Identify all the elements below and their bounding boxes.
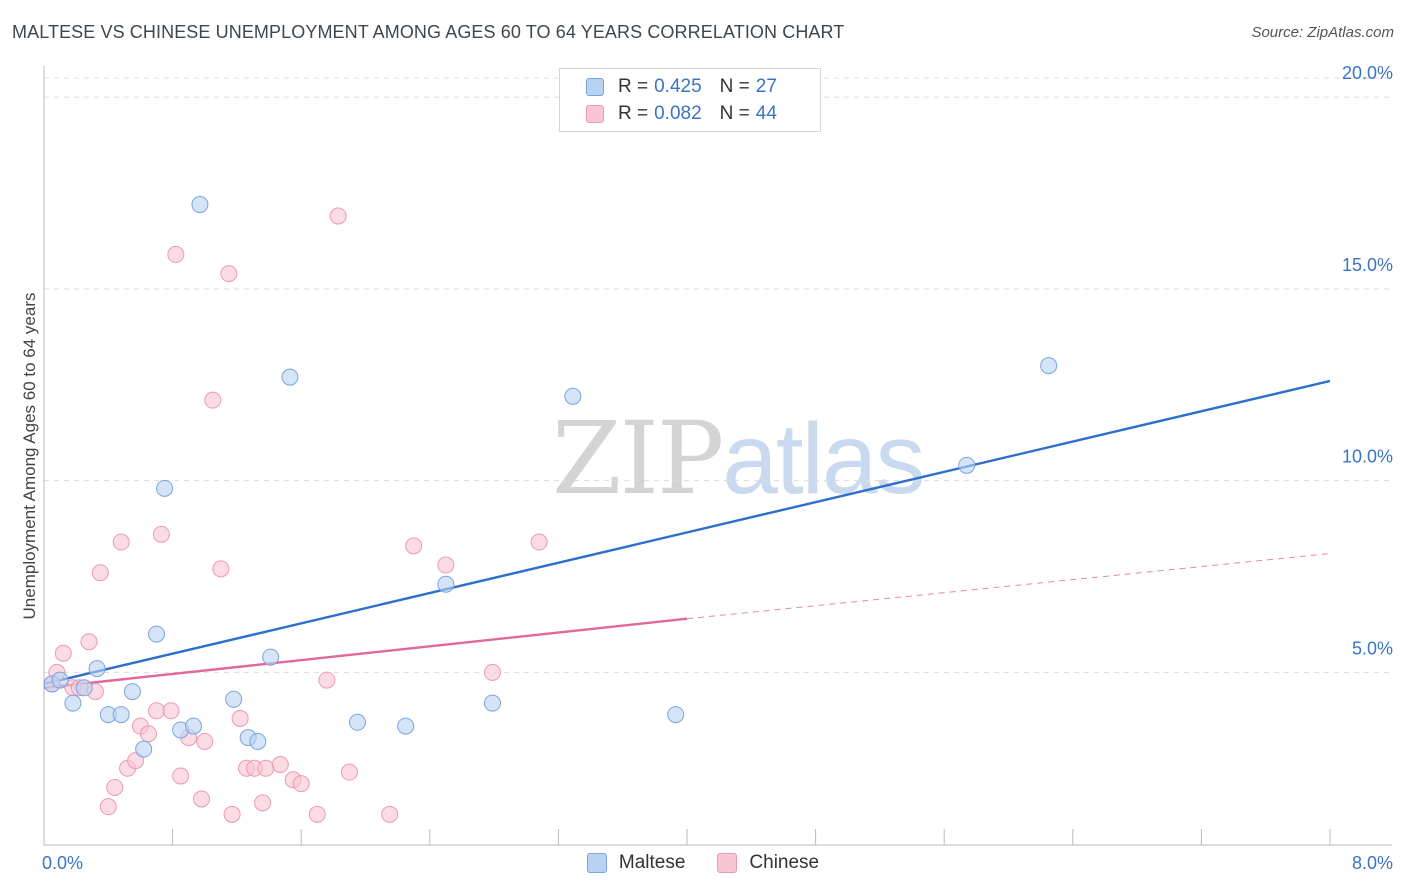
point-maltese-2: [64, 694, 82, 712]
point-chinese-37: [329, 207, 347, 225]
point-chinese-30: [254, 794, 272, 812]
legend-n-value-chinese: 44: [755, 103, 777, 124]
point-maltese-16: [249, 732, 267, 750]
y-tick-label-10: 10.0%: [1342, 447, 1393, 467]
trend-line-chinese: [43, 617, 688, 689]
point-maltese-10: [156, 479, 174, 497]
point-maltese-22: [483, 694, 501, 712]
point-chinese-31: [257, 759, 275, 777]
axes: [43, 66, 1392, 846]
point-chinese-8: [99, 798, 117, 816]
point-maltese-13: [191, 196, 209, 214]
point-maltese-6: [112, 706, 130, 724]
point-chinese-10: [112, 533, 130, 551]
point-maltese-23: [564, 387, 582, 405]
y-tick-label-20: 20.0%: [1342, 63, 1393, 83]
correlation-legend: R = 0.425 N = 27 R = 0.082 N = 44: [559, 68, 821, 132]
point-chinese-25: [220, 265, 238, 283]
legend-swatch-chinese: [586, 105, 604, 123]
point-chinese-9: [106, 778, 124, 796]
source-label: Source: ZipAtlas.com: [1251, 24, 1394, 41]
point-chinese-12: [127, 752, 145, 770]
data-points: [43, 196, 1058, 823]
point-maltese-18: [281, 368, 299, 386]
series-legend: Maltese Chinese: [0, 852, 1406, 874]
legend-row-maltese: R = 0.425 N = 27: [586, 74, 777, 100]
series-label-chinese: Chinese: [749, 852, 820, 873]
point-chinese-35: [308, 805, 326, 823]
point-chinese-24: [212, 560, 230, 578]
point-maltese-1: [51, 671, 69, 689]
legend-n-label-maltese: N =: [719, 76, 750, 97]
point-maltese-17: [262, 648, 280, 666]
trend-line-chinese-extrapolated: [686, 553, 1331, 620]
trend-line-maltese: [43, 379, 1331, 686]
point-maltese-3: [75, 679, 93, 697]
point-chinese-40: [405, 537, 423, 555]
point-chinese-34: [292, 775, 310, 793]
legend-r-label-chinese: R =: [618, 103, 649, 124]
legend-n-value-maltese: 27: [755, 76, 777, 97]
point-chinese-5: [80, 633, 98, 651]
series-legend-chinese[interactable]: Chinese: [717, 852, 819, 874]
watermark-atlas: atlas: [722, 403, 925, 515]
legend-r-value-chinese: 0.082: [654, 103, 702, 124]
x-tick-label-max: 8.0%: [1352, 853, 1393, 873]
legend-row-chinese: R = 0.082 N = 44: [586, 101, 777, 127]
legend-r-label-maltese: R =: [618, 76, 649, 97]
point-chinese-32: [271, 755, 289, 773]
point-chinese-21: [193, 790, 211, 808]
point-chinese-36: [318, 671, 336, 689]
point-maltese-4: [88, 660, 106, 678]
point-chinese-42: [483, 663, 501, 681]
y-tick-label-5: 5.0%: [1352, 638, 1393, 658]
point-chinese-16: [152, 525, 170, 543]
point-maltese-8: [135, 740, 153, 758]
point-chinese-17: [162, 702, 180, 720]
point-chinese-27: [231, 709, 249, 727]
point-chinese-43: [530, 533, 548, 551]
point-maltese-9: [148, 625, 166, 643]
point-chinese-15: [148, 702, 166, 720]
series-swatch-chinese: [717, 853, 738, 873]
point-chinese-2: [54, 644, 72, 662]
point-chinese-14: [139, 725, 157, 743]
point-chinese-22: [196, 732, 214, 750]
series-swatch-maltese: [586, 853, 607, 873]
legend-n-label-chinese: N =: [719, 103, 750, 124]
point-maltese-19: [348, 713, 366, 731]
point-maltese-25: [958, 456, 976, 474]
point-maltese-26: [1040, 357, 1058, 375]
watermark: ZIPatlas: [552, 400, 926, 517]
legend-r-value-maltese: 0.425: [654, 76, 702, 97]
point-maltese-24: [667, 706, 685, 724]
point-maltese-7: [123, 683, 141, 701]
point-chinese-39: [381, 805, 399, 823]
point-chinese-41: [437, 556, 455, 574]
point-chinese-7: [91, 564, 109, 582]
point-maltese-12: [184, 717, 202, 735]
x-tick-label-min: 0.0%: [42, 853, 83, 873]
tick-labels: 5.0% 10.0% 15.0% 20.0% 0.0% 8.0%: [42, 63, 1393, 873]
grid-lines: [44, 77, 1392, 673]
point-maltese-21: [437, 575, 455, 593]
point-chinese-23: [204, 391, 222, 409]
point-chinese-38: [340, 763, 358, 781]
point-chinese-18: [167, 245, 185, 263]
point-chinese-26: [223, 805, 241, 823]
chart-title: MALTESE VS CHINESE UNEMPLOYMENT AMONG AG…: [12, 22, 845, 42]
series-label-maltese: Maltese: [618, 852, 686, 873]
y-tick-label-15: 15.0%: [1342, 255, 1393, 275]
point-maltese-20: [397, 717, 415, 735]
y-axis-label: Unemployment Among Ages 60 to 64 years: [20, 292, 39, 620]
series-legend-maltese[interactable]: Maltese: [586, 852, 686, 874]
trend-lines: [43, 379, 1331, 689]
legend-swatch-maltese: [586, 78, 604, 96]
watermark-zip: ZIP: [552, 400, 724, 517]
point-maltese-14: [225, 690, 243, 708]
point-chinese-19: [172, 767, 190, 785]
